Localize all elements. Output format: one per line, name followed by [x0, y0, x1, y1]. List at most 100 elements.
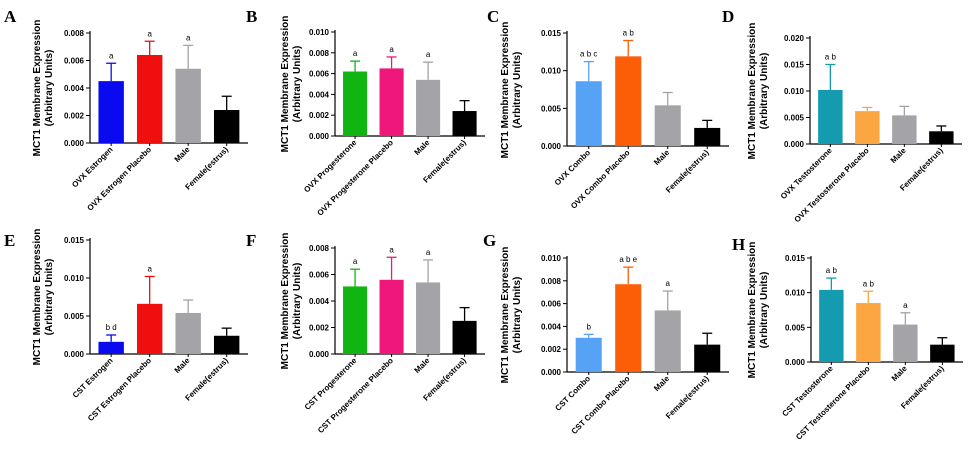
bar: [818, 89, 843, 144]
bar: [575, 337, 602, 372]
bar: [213, 110, 240, 143]
category-label-wrap: Male: [413, 138, 432, 157]
significance-label: a: [426, 248, 431, 257]
category-label-wrap: OVX Progesterone Placebo: [315, 138, 395, 218]
y-tick-label: 0.002: [309, 111, 330, 120]
bar: [175, 312, 201, 354]
y-tick-label: 0.004: [309, 90, 330, 99]
y-axis-title: MCT1 Membrane Expression (Arbitrary Units…: [500, 22, 523, 159]
category-label-wrap: Male: [652, 374, 671, 393]
bar: [694, 127, 721, 146]
category-label: OVX Testosterone Placebo: [793, 146, 871, 224]
significance-label: a b: [863, 279, 875, 288]
bar: [98, 81, 124, 143]
y-tick-label: 0.000: [541, 142, 562, 151]
category-label: OVX Progesterone Placebo: [315, 138, 395, 218]
significance-label: a: [109, 51, 114, 60]
category-label-wrap: OVX Combo: [553, 148, 592, 187]
y-tick-label: 0.008: [64, 29, 85, 38]
category-label-wrap: CST Combo: [553, 374, 592, 413]
y-axis-label: MCT1 Membrane Expression: [747, 23, 758, 160]
bar: [343, 286, 368, 354]
category-label: Male: [889, 146, 908, 165]
category-label: Male: [413, 356, 432, 375]
category-label-wrap: Female(estrus): [664, 148, 711, 195]
significance-label: a: [353, 257, 358, 266]
category-label-wrap: CST Progesterone Placebo: [316, 356, 395, 435]
bar: [175, 68, 201, 143]
y-axis-units: (Arbitrary Units): [759, 53, 770, 130]
significance-label: b d: [106, 323, 117, 332]
category-label-wrap: CST Estrogen: [71, 356, 115, 400]
panel-b: B MCT1 Membrane Expression (Arbitrary Unit…: [246, 7, 485, 218]
y-axis-label: MCT1 Membrane Expression: [32, 229, 43, 366]
category-label: CST Combo: [553, 374, 592, 413]
y-axis-title: MCT1 Membrane Expression (Arbitrary Units…: [747, 242, 770, 379]
significance-label: a: [903, 301, 908, 310]
category-label-wrap: Male: [889, 146, 908, 165]
category-label: Female(estrus): [664, 148, 711, 195]
significance-label: a: [389, 45, 394, 54]
significance-label: a: [665, 279, 670, 288]
category-label: Female(estrus): [664, 374, 711, 421]
panel-h: H MCT1 Membrane Expression (Arbitrary Unit…: [732, 235, 963, 442]
y-axis-title: MCT1 Membrane Expression (Arbitrary Units…: [500, 247, 523, 384]
panel-letter: G: [483, 231, 496, 250]
category-label: Male: [173, 356, 192, 375]
y-tick-label: 0.008: [541, 277, 562, 286]
bar: [615, 56, 642, 146]
y-axis-title: MCT1 Membrane Expression (Arbitrary Units…: [747, 23, 770, 160]
y-tick-label: 0.000: [64, 350, 85, 359]
panel-letter: D: [722, 7, 734, 26]
panel-f: F MCT1 Membrane Expression (Arbitrary Unit…: [246, 231, 485, 435]
bar: [452, 111, 477, 136]
bar: [416, 282, 441, 354]
y-tick-label: 0.002: [309, 324, 330, 333]
category-label: CST Progesterone Placebo: [316, 356, 395, 435]
y-tick-label: 0.005: [541, 104, 562, 113]
y-axis-title: MCT1 Membrane Expression (Arbitrary Units…: [280, 16, 303, 153]
y-axis-units: (Arbitrary Units): [44, 50, 55, 127]
y-axis-units: (Arbitrary Units): [292, 46, 303, 123]
category-label: CST Estrogen: [71, 356, 115, 400]
bar: [654, 105, 681, 146]
category-label-wrap: CST Testosterone Placebo: [794, 364, 872, 442]
panel-e: E MCT1 Membrane Expression (Arbitrary Unit…: [4, 229, 248, 423]
y-axis-units: (Arbitrary Units): [44, 259, 55, 336]
y-tick-label: 0.010: [784, 87, 805, 96]
bar: [343, 71, 368, 136]
significance-label: a b: [825, 53, 837, 62]
category-label-wrap: OVX Testosterone Placebo: [793, 146, 871, 224]
y-tick-label: 0.000: [309, 350, 330, 359]
category-label: CST Estrogen Placebo: [86, 356, 153, 423]
y-tick-label: 0.004: [64, 84, 85, 93]
y-tick-label: 0.010: [541, 254, 562, 263]
y-tick-label: 0.000: [541, 368, 562, 377]
category-label-wrap: Male: [413, 356, 432, 375]
panel-letter: E: [4, 231, 15, 250]
y-tick-label: 0.020: [784, 34, 805, 43]
panel-letter: B: [246, 7, 257, 26]
bar: [575, 81, 602, 146]
y-tick-label: 0.015: [541, 29, 562, 38]
y-tick-label: 0.002: [541, 345, 562, 354]
y-tick-label: 0.015: [784, 61, 805, 70]
category-label: CST Testosterone Placebo: [794, 364, 872, 442]
y-tick-label: 0.000: [784, 140, 805, 149]
bar: [893, 324, 918, 362]
category-label: OVX Estrogen Placebo: [85, 145, 153, 213]
y-tick-label: 0.010: [309, 28, 330, 37]
y-tick-label: 0.010: [541, 67, 562, 76]
significance-label: a: [353, 49, 358, 58]
y-tick-label: 0.000: [64, 139, 85, 148]
y-tick-label: 0.005: [64, 312, 85, 321]
bar: [98, 341, 124, 354]
y-tick-label: 0.000: [309, 132, 330, 141]
category-label: Male: [413, 138, 432, 157]
significance-label: a b: [826, 266, 838, 275]
category-label: Male: [890, 364, 909, 383]
y-tick-label: 0.005: [785, 323, 806, 332]
